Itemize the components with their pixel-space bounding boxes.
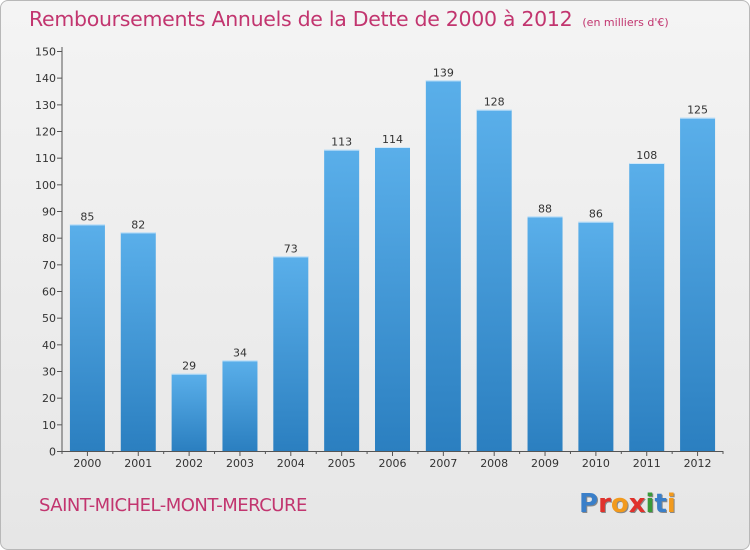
bar-value-label: 128: [484, 96, 505, 109]
x-tick-label: 2008: [480, 457, 508, 470]
chart-unit: (en milliers d'€): [582, 16, 669, 29]
y-tick-label: 100: [35, 179, 56, 192]
bar-value-label: 113: [331, 136, 352, 149]
bar: [375, 147, 410, 451]
bar: [222, 360, 258, 451]
bar: [629, 163, 665, 451]
bar: [680, 117, 716, 452]
x-axis: 2000 2001 2002 2003 2004 2005 2006 2007 2008 2009…: [61, 451, 724, 470]
bar-value-label: 108: [636, 149, 657, 162]
bar: [476, 109, 512, 452]
y-tick-label: 130: [35, 99, 56, 112]
x-tick-label: 2009: [531, 457, 559, 470]
commune-name: SAINT-MICHEL-MONT-MERCURE: [39, 495, 307, 516]
bar: [171, 373, 207, 451]
x-tick-label: 2011: [633, 457, 661, 470]
y-tick-label: 120: [35, 126, 56, 139]
y-tick-label: 10: [42, 419, 56, 432]
y-tick-label: 150: [35, 46, 56, 59]
x-tick-label: 2012: [684, 457, 712, 470]
bar: [120, 232, 156, 451]
bar-value-label: 82: [131, 218, 145, 231]
bar-value-label: 85: [80, 210, 94, 223]
y-axis: 0 10 20 30 40 50 60 70 80 90 100 110 120 130 140 150: [35, 46, 63, 459]
x-tick-label: 2007: [429, 457, 457, 470]
x-tick-label: 2000: [73, 457, 101, 470]
y-tick-label: 50: [42, 312, 56, 325]
bar-value-label: 88: [538, 202, 552, 215]
chart-title: Remboursements Annuels de la Dette de 20…: [29, 7, 669, 31]
bar: [527, 216, 563, 451]
bar: [69, 224, 105, 451]
y-tick-label: 40: [42, 339, 56, 352]
bar-value-label: 139: [433, 66, 454, 79]
bar: [578, 221, 614, 451]
y-tick-label: 0: [49, 446, 56, 459]
bar-value-label: 125: [687, 104, 708, 117]
x-tick-label: 2004: [277, 457, 305, 470]
y-tick-label: 90: [42, 206, 56, 219]
x-tick-label: 2010: [582, 457, 610, 470]
chart-title-text: Remboursements Annuels de la Dette de 20…: [29, 7, 573, 31]
y-tick-label: 20: [42, 392, 56, 405]
x-tick-label: 2003: [226, 457, 254, 470]
x-tick-label: 2001: [124, 457, 152, 470]
bar-value-label: 114: [382, 133, 403, 146]
bar-value-label: 86: [589, 208, 603, 221]
y-tick-label: 110: [35, 152, 56, 165]
bar: [425, 80, 461, 451]
bar: [273, 256, 309, 451]
x-tick-label: 2006: [379, 457, 407, 470]
x-tick-label: 2005: [328, 457, 356, 470]
bar-value-label: 29: [182, 360, 196, 373]
bar-value-label: 34: [233, 346, 247, 359]
y-tick-label: 60: [42, 286, 56, 299]
proxiti-logo: Proxiti: [579, 489, 676, 519]
bars: 85 82 29 34 73 113 114 139 128 88 86 108 125: [69, 66, 716, 452]
bar-value-label: 73: [284, 242, 298, 255]
y-tick-label: 80: [42, 232, 56, 245]
x-tick-label: 2002: [175, 457, 203, 470]
bar: [324, 149, 360, 451]
y-tick-label: 140: [35, 72, 56, 85]
y-tick-label: 70: [42, 259, 56, 272]
y-tick-label: 30: [42, 366, 56, 379]
